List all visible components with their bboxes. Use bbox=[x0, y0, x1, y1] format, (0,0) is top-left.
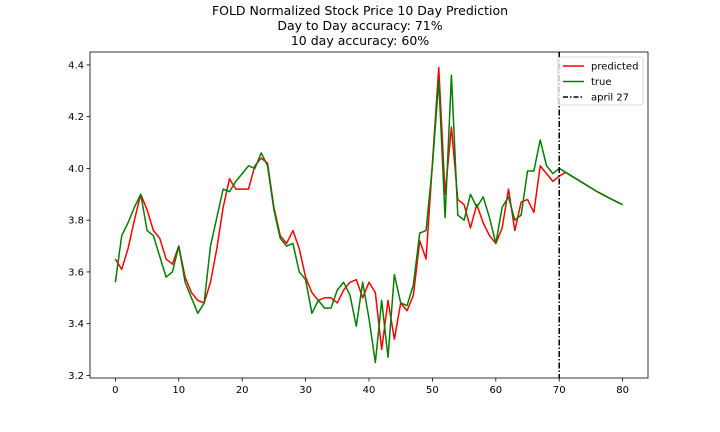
chart-title-block: FOLD Normalized Stock Price 10 Day Predi… bbox=[0, 3, 720, 48]
y-tick-label: 3.8 bbox=[68, 216, 84, 227]
legend-label: april 27 bbox=[591, 93, 629, 104]
y-tick-label: 3.2 bbox=[68, 371, 84, 382]
y-axis: 3.2 3.4 3.6 3.8 4.0 4.2 4.4 bbox=[68, 60, 90, 382]
legend-box bbox=[557, 56, 644, 106]
x-tick-label: 0 bbox=[112, 385, 118, 396]
series-line-true bbox=[114, 74, 623, 364]
y-tick-label: 4.2 bbox=[68, 112, 84, 123]
x-tick-label: 30 bbox=[299, 385, 312, 396]
x-tick-label: 70 bbox=[553, 385, 566, 396]
x-tick-label: 40 bbox=[363, 385, 376, 396]
x-tick-label: 80 bbox=[616, 385, 629, 396]
chart-title: FOLD Normalized Stock Price 10 Day Predi… bbox=[211, 3, 509, 18]
x-tick-label: 60 bbox=[489, 385, 502, 396]
legend-label: true bbox=[591, 77, 612, 88]
y-tick-label: 3.6 bbox=[68, 267, 84, 278]
chart-subtitle-line-2: 10 day accuracy: 60% bbox=[290, 33, 430, 48]
legend: predicted true april 27 bbox=[557, 56, 644, 106]
series-line-predicted bbox=[114, 66, 623, 351]
x-tick-label: 50 bbox=[426, 385, 439, 396]
y-tick-label: 3.4 bbox=[68, 319, 84, 330]
series-layer bbox=[114, 66, 623, 364]
x-tick-label: 10 bbox=[172, 385, 185, 396]
x-axis: 0 10 20 30 40 50 60 70 80 bbox=[112, 378, 629, 396]
chart-subtitle-line-1: Day to Day accuracy: 71% bbox=[277, 18, 443, 33]
y-tick-label: 4.4 bbox=[68, 60, 84, 71]
x-tick-label: 20 bbox=[236, 385, 249, 396]
legend-label: predicted bbox=[591, 62, 638, 73]
y-tick-label: 4.0 bbox=[68, 164, 84, 175]
